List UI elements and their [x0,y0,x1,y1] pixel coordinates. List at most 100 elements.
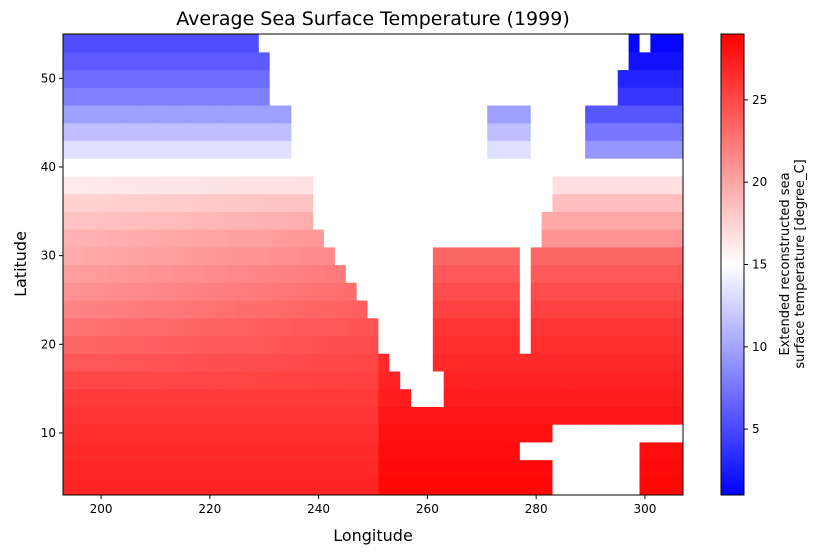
heatmap-cell [84,246,97,266]
heatmap-cell [139,424,151,443]
heatmap-cell [595,69,608,88]
heatmap-cell [563,388,575,407]
heatmap-cell [443,353,456,372]
heatmap-cell [63,193,75,212]
heatmap-cell [226,477,238,495]
heatmap-cell [182,193,195,212]
heatmap-cell [280,353,293,372]
heatmap-cell [150,175,162,195]
heatmap-cell [237,51,249,71]
heatmap-cell [454,353,467,372]
heatmap-cell [389,87,401,106]
heatmap-cell [389,34,401,53]
heatmap-cell [367,441,380,461]
heatmap-cell [160,441,173,461]
heatmap-cell [128,335,140,354]
heatmap-cell [324,87,336,106]
heatmap-cell [552,264,564,283]
heatmap-cell [617,353,630,372]
heatmap-cell [193,459,206,478]
heatmap-cell [595,229,608,248]
heatmap-cell [574,459,586,478]
heatmap-cell [606,69,619,88]
heatmap-cell [237,335,249,354]
heatmap-cell [150,282,162,301]
heatmap-cell [378,317,390,337]
heatmap-cell [552,282,564,301]
heatmap-cell [150,353,162,372]
heatmap-cell [84,211,97,230]
heatmap-cell [95,317,108,337]
heatmap-cell [356,353,369,372]
heatmap-cell [345,335,358,354]
heatmap-cell [639,87,651,106]
x-tick-label: 220 [198,502,221,516]
heatmap-cell [563,87,575,106]
heatmap-cell [378,441,390,461]
heatmap-cell [595,424,608,443]
heatmap-cell [432,87,445,106]
heatmap-cell [356,299,369,319]
heatmap-cell [345,370,358,390]
heatmap-cell [421,388,434,407]
heatmap-cell [617,459,630,478]
heatmap-cell [84,353,97,372]
heatmap-cell [508,459,521,478]
heatmap-cell [498,353,510,372]
heatmap-cell [106,175,118,195]
heatmap-cell [487,441,499,461]
heatmap-cell [498,424,510,443]
heatmap-cell [378,87,390,106]
heatmap-cell [585,175,597,195]
heatmap-cell [411,140,423,159]
heatmap-cell [280,370,293,390]
heatmap-cell [171,264,184,283]
heatmap-cell [84,229,97,248]
heatmap-cell [345,282,358,301]
heatmap-cell [432,104,445,124]
heatmap-cell [563,406,575,425]
heatmap-cell [345,388,358,407]
heatmap-cell [280,388,293,407]
heatmap-cell [650,51,662,71]
heatmap-cell [650,158,662,177]
heatmap-cell [661,459,673,478]
heatmap-cell [291,282,303,301]
heatmap-cell [432,264,445,283]
heatmap-cell [367,370,380,390]
heatmap-cell [498,69,510,88]
heatmap-cell [356,246,369,266]
heatmap-cell [63,406,75,425]
heatmap-cell [215,69,227,88]
heatmap-cell [345,441,358,461]
heatmap-cell [182,229,195,248]
heatmap-cell [204,459,216,478]
heatmap-cell [247,246,260,266]
heatmap-cell [226,459,238,478]
heatmap-cell [345,477,358,495]
heatmap-cell [595,51,608,71]
heatmap-cell [606,441,619,461]
heatmap-cell [324,424,336,443]
heatmap-cell [193,264,206,283]
heatmap-cell [628,140,641,159]
heatmap-cell [356,69,369,88]
heatmap-cell [411,388,423,407]
heatmap-cell [291,353,303,372]
heatmap-cell [639,477,651,495]
heatmap-cell [171,477,184,495]
heatmap-cell [84,34,97,53]
heatmap-cell [171,140,184,159]
y-tick-label: 30 [41,249,56,263]
heatmap-cell [508,299,521,319]
heatmap-cell [432,51,445,71]
heatmap-cell [95,388,108,407]
heatmap-cell [150,122,162,141]
heatmap-cell [487,424,499,443]
heatmap-cell [171,317,184,337]
heatmap-cell [280,211,293,230]
heatmap-cell [84,370,97,390]
heatmap-cell [476,388,488,407]
heatmap-cell [63,335,75,354]
heatmap-cell [291,140,303,159]
